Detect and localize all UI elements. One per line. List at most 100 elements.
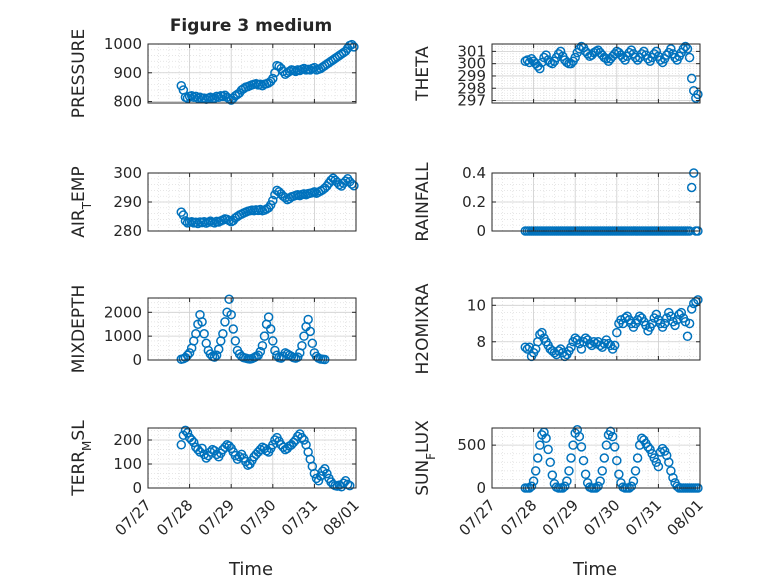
data-point [682,331,693,342]
data-point [601,54,612,64]
data-point [255,444,266,455]
data-point [182,350,193,360]
data-point [297,340,307,351]
data-point [278,442,288,452]
data-point [630,466,641,476]
data-point [612,327,622,338]
data-point [637,49,647,59]
data-point [632,453,643,463]
x-tick-label: 07/30 [236,496,279,539]
data-point [668,472,678,483]
data-point [545,457,555,468]
data-point [595,476,605,486]
y-axis-label: SUNFLUX [413,420,438,496]
data-point [234,452,245,462]
data-point [609,442,620,452]
y-tick-label: 8 [476,333,486,351]
data-series [520,295,703,362]
data-point [570,52,580,63]
data-point [684,52,695,63]
data-point [574,431,585,442]
data-point [182,428,193,438]
x-tick-label: 07/28 [153,496,196,539]
data-point [520,342,531,352]
data-point [315,471,326,481]
x-tick-label: 07/31 [622,496,665,539]
data-point [612,455,622,466]
data-point [651,46,662,57]
data-point [582,49,593,59]
y-tick-label: 0 [132,479,142,497]
data-point [265,324,276,334]
x-tick-label: 07/29 [195,496,238,539]
y-axis-label: MIXDEPTH [69,285,89,374]
data-point [186,435,197,445]
data-point [309,187,320,197]
data-point [313,476,324,486]
data-point [566,453,576,463]
data-point [180,216,191,226]
data-point [653,461,664,472]
x-tick-label: 07/27 [112,496,155,539]
data-point [220,317,230,327]
y-tick-label: 298 [457,79,486,97]
data-point [670,320,680,331]
data-point [257,340,268,351]
data-point [670,52,680,63]
axes-box [491,43,701,104]
data-point [607,431,618,442]
y-axis-label: PRESSURE [69,29,89,118]
data-point [576,442,587,452]
y-axis-label: RAINFALL [413,162,433,242]
data-point [191,329,201,339]
data-point [547,470,558,480]
data-point [624,47,635,58]
data-point [349,181,359,191]
data-point [560,481,570,492]
data-series [520,424,703,493]
data-point [259,331,270,341]
data-point [230,336,241,346]
axes-box [147,427,357,489]
y-tick-label: 0.4 [462,164,486,182]
y-axis-label: H2OMIXRA [413,283,433,374]
rainfall-panel: 0 0.2 0.4 RAINFALL [413,162,703,242]
x-tick-label: 08/01 [664,496,707,539]
data-point [609,49,620,59]
data-point [693,295,703,305]
x-tick-label: 07/31 [278,496,321,539]
data-point [628,476,639,486]
data-series [176,294,330,365]
data-point [268,336,278,346]
x-tick-label: 08/01 [320,496,363,539]
x-tick-label: 07/28 [497,496,540,539]
y-tick-label: 299 [457,67,486,85]
data-point [574,44,585,54]
y-tick-label: 280 [113,222,142,240]
data-point [226,309,236,320]
y-tick-label: 297 [457,92,486,110]
data-point [265,200,276,210]
data-point [199,329,209,339]
grid [491,172,701,232]
data-point [666,44,676,54]
data-point [522,55,533,65]
data-point [655,55,666,65]
data-point [338,478,349,488]
data-point [643,54,653,64]
y-tick-label: 800 [113,93,142,111]
data-point [693,89,703,100]
y-axis-label: TERRMSL [69,420,94,497]
data-point [270,435,280,445]
data-point [535,63,545,74]
data-point [197,317,207,327]
y-tick-label: 1000 [104,327,142,345]
y-tick-label: 0 [476,479,486,497]
grid [147,297,357,361]
data-point [605,426,616,437]
data-point [290,66,301,77]
data-point [349,42,359,52]
data-point [657,443,668,454]
data-point [530,466,541,476]
